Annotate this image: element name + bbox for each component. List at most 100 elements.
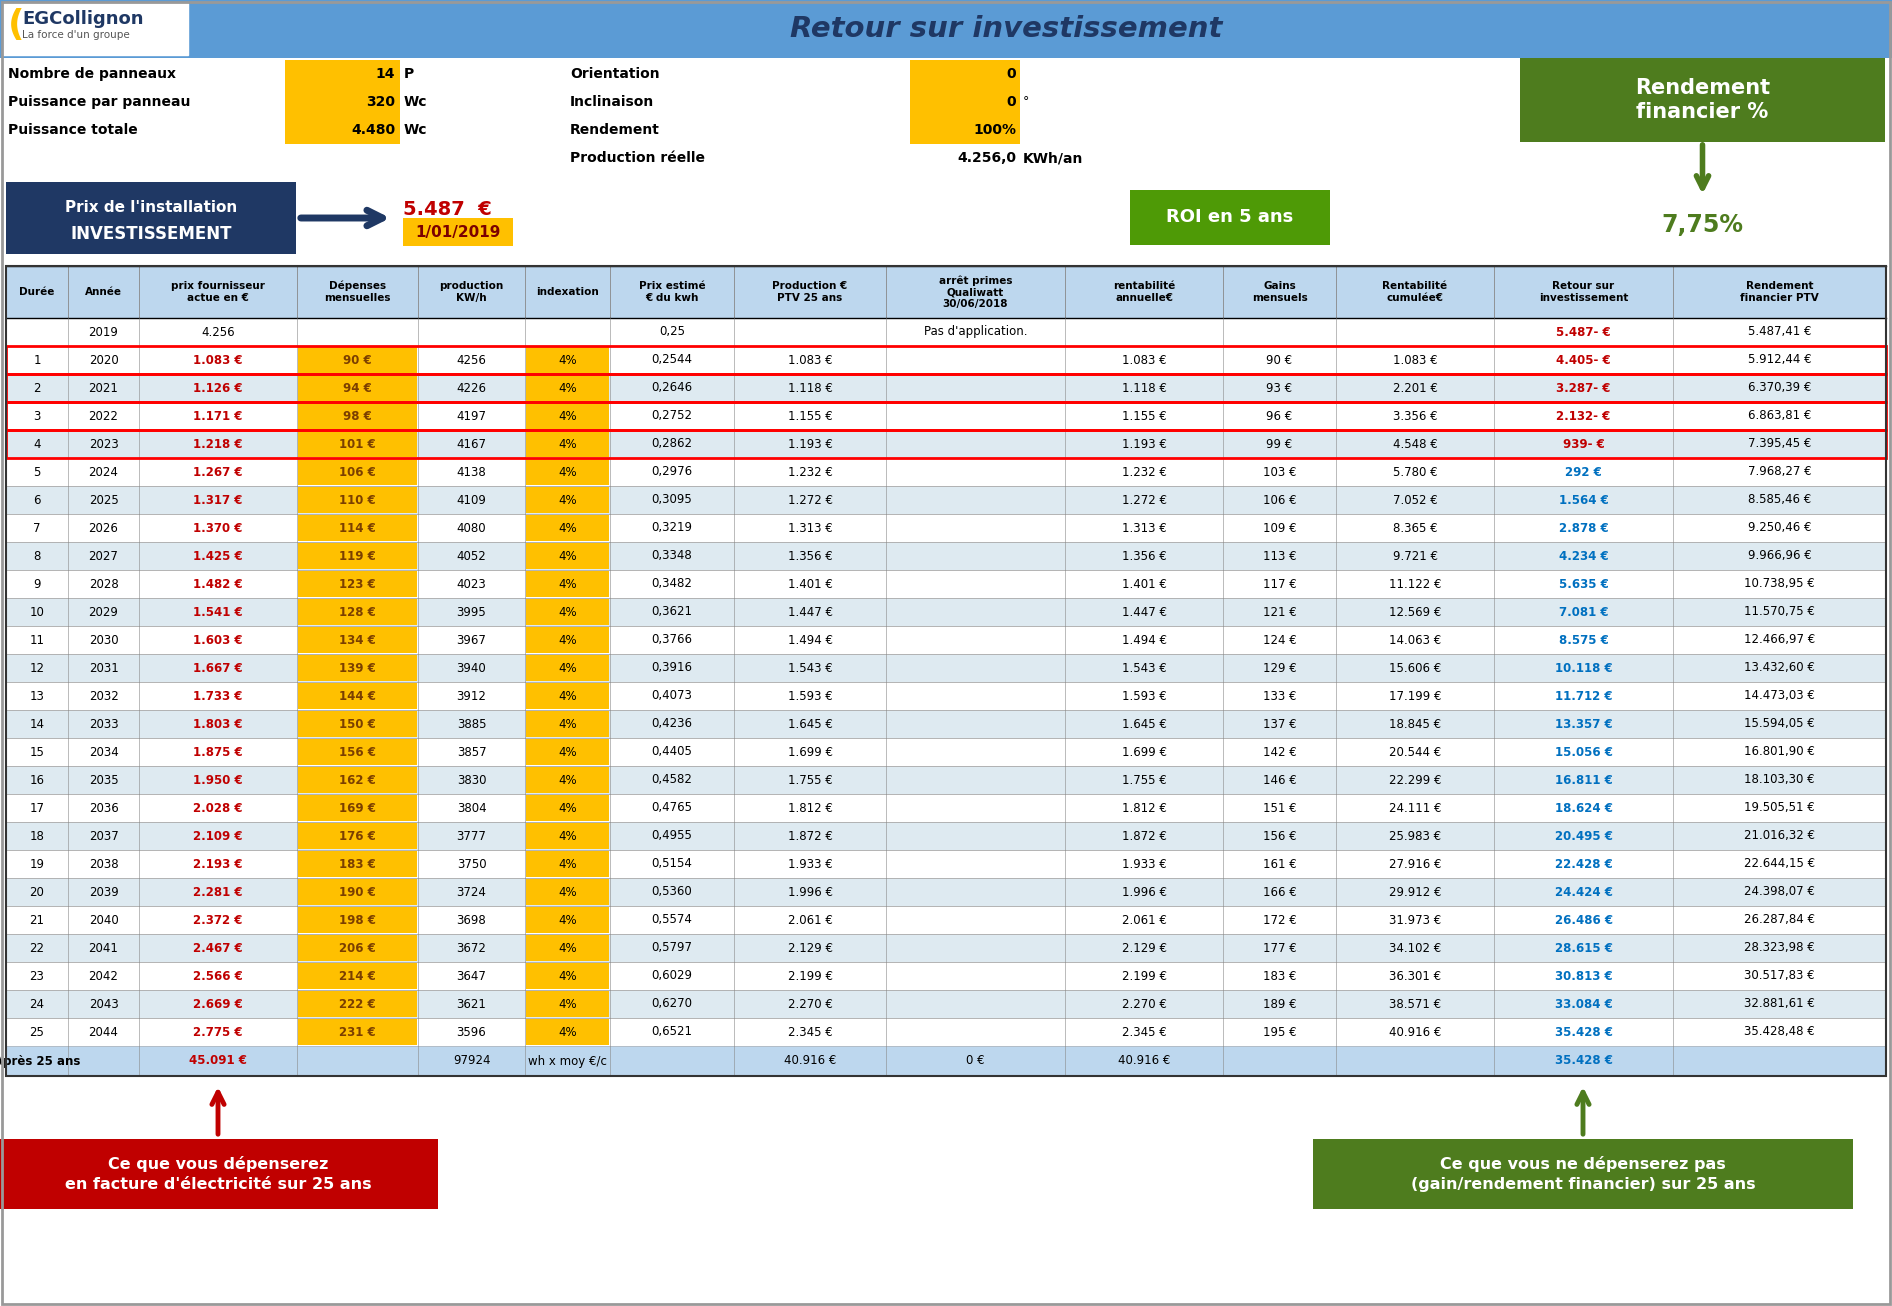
Text: 0,3916: 0,3916: [651, 662, 692, 674]
Text: 7.081 €: 7.081 €: [1559, 606, 1608, 619]
Text: 11: 11: [30, 633, 45, 646]
Text: 1.267 €: 1.267 €: [193, 465, 242, 478]
Text: 151 €: 151 €: [1262, 802, 1296, 815]
Text: 3995: 3995: [456, 606, 486, 619]
Text: 40.916 €: 40.916 €: [1118, 1054, 1169, 1067]
Text: 13.357 €: 13.357 €: [1555, 717, 1612, 730]
Text: 222 €: 222 €: [339, 998, 377, 1011]
Bar: [6, 346, 1886, 374]
Text: 1.193 €: 1.193 €: [787, 438, 832, 451]
Text: 7,75%: 7,75%: [1661, 213, 1744, 236]
Text: Retour sur investissement: Retour sur investissement: [789, 14, 1222, 43]
Text: Prix de l'installation: Prix de l'installation: [64, 200, 236, 214]
Bar: [6, 821, 1886, 850]
Text: 2021: 2021: [89, 381, 119, 394]
Text: Inclinaison: Inclinaison: [569, 95, 655, 108]
Text: 1.543 €: 1.543 €: [1122, 662, 1165, 674]
Text: 1.872 €: 1.872 €: [1122, 829, 1167, 842]
Text: 1.083 €: 1.083 €: [1393, 354, 1438, 367]
Text: 1.118 €: 1.118 €: [787, 381, 832, 394]
Text: 4109: 4109: [456, 494, 486, 507]
Bar: [526, 852, 609, 878]
Text: 4023: 4023: [456, 577, 486, 590]
Text: 2.132- €: 2.132- €: [1557, 410, 1610, 423]
Text: 1.218 €: 1.218 €: [193, 438, 242, 451]
Text: 1.667 €: 1.667 €: [193, 662, 242, 674]
Text: 15.594,05 €: 15.594,05 €: [1744, 717, 1814, 730]
Text: 3.356 €: 3.356 €: [1393, 410, 1438, 423]
Text: 183 €: 183 €: [339, 858, 377, 871]
Text: Production €
PTV 25 ans: Production € PTV 25 ans: [772, 281, 848, 303]
Text: 0,2646: 0,2646: [651, 381, 692, 394]
Bar: [299, 852, 416, 878]
Text: 4%: 4%: [558, 998, 577, 1011]
Text: 2037: 2037: [89, 829, 119, 842]
Text: 2: 2: [34, 381, 42, 394]
Text: 26.486 €: 26.486 €: [1555, 913, 1612, 926]
Bar: [910, 60, 1020, 144]
Bar: [6, 515, 1886, 542]
Bar: [6, 767, 1886, 794]
Bar: [6, 430, 1886, 458]
Bar: [6, 458, 1886, 486]
Text: 4%: 4%: [558, 606, 577, 619]
Text: 14.063 €: 14.063 €: [1389, 633, 1442, 646]
Text: 9: 9: [34, 577, 42, 590]
Text: 2.270 €: 2.270 €: [1122, 998, 1167, 1011]
Bar: [526, 571, 609, 597]
Text: 4%: 4%: [558, 913, 577, 926]
Text: 1.541 €: 1.541 €: [193, 606, 242, 619]
Text: 7.395,45 €: 7.395,45 €: [1748, 438, 1811, 451]
Text: 2.669 €: 2.669 €: [193, 998, 242, 1011]
Bar: [4, 3, 187, 55]
Bar: [299, 906, 416, 932]
Text: 6: 6: [34, 494, 42, 507]
Text: 0,3766: 0,3766: [651, 633, 692, 646]
Bar: [526, 599, 609, 626]
Text: Ce que vous ne dépenserez pas
(gain/rendement financier) sur 25 ans: Ce que vous ne dépenserez pas (gain/rend…: [1411, 1156, 1756, 1192]
Bar: [6, 990, 1886, 1017]
Bar: [299, 571, 416, 597]
Text: 134 €: 134 €: [339, 633, 377, 646]
Text: 2.028 €: 2.028 €: [193, 802, 242, 815]
Text: 156 €: 156 €: [339, 746, 377, 759]
Bar: [526, 627, 609, 653]
Text: 1.755 €: 1.755 €: [787, 773, 832, 786]
Text: 9.250,46 €: 9.250,46 €: [1748, 521, 1811, 534]
Text: Wc: Wc: [405, 95, 428, 108]
Text: 4%: 4%: [558, 577, 577, 590]
Text: 162 €: 162 €: [339, 773, 377, 786]
Text: 2028: 2028: [89, 577, 119, 590]
Bar: [526, 963, 609, 989]
Text: 23: 23: [30, 969, 44, 982]
Text: 19: 19: [30, 858, 45, 871]
Text: rentabilité
annuelle€: rentabilité annuelle€: [1112, 281, 1175, 303]
Text: Gains
mensuels: Gains mensuels: [1253, 281, 1307, 303]
Text: 1.872 €: 1.872 €: [787, 829, 832, 842]
Text: 21: 21: [30, 913, 45, 926]
Text: 3830: 3830: [456, 773, 486, 786]
Text: 3724: 3724: [456, 885, 486, 899]
Text: 4.480: 4.480: [350, 123, 395, 137]
Text: 150 €: 150 €: [339, 717, 377, 730]
Bar: [6, 317, 1886, 346]
Text: 176 €: 176 €: [339, 829, 377, 842]
Text: 2.061 €: 2.061 €: [787, 913, 832, 926]
Text: 35.428 €: 35.428 €: [1555, 1025, 1612, 1038]
Bar: [6, 182, 295, 253]
Text: 21.016,32 €: 21.016,32 €: [1744, 829, 1814, 842]
Bar: [299, 683, 416, 709]
Text: 3967: 3967: [456, 633, 486, 646]
Text: Rendement: Rendement: [569, 123, 660, 137]
Text: 16.801,90 €: 16.801,90 €: [1744, 746, 1814, 759]
Text: 124 €: 124 €: [1262, 633, 1296, 646]
Text: 0,2862: 0,2862: [651, 438, 692, 451]
Text: 2044: 2044: [89, 1025, 119, 1038]
Text: 3672: 3672: [456, 942, 486, 955]
Text: 2040: 2040: [89, 913, 119, 926]
Text: 2.878 €: 2.878 €: [1559, 521, 1608, 534]
Text: 18.845 €: 18.845 €: [1389, 717, 1442, 730]
Text: 2029: 2029: [89, 606, 119, 619]
Text: 15.606 €: 15.606 €: [1389, 662, 1442, 674]
Text: 106 €: 106 €: [339, 465, 377, 478]
